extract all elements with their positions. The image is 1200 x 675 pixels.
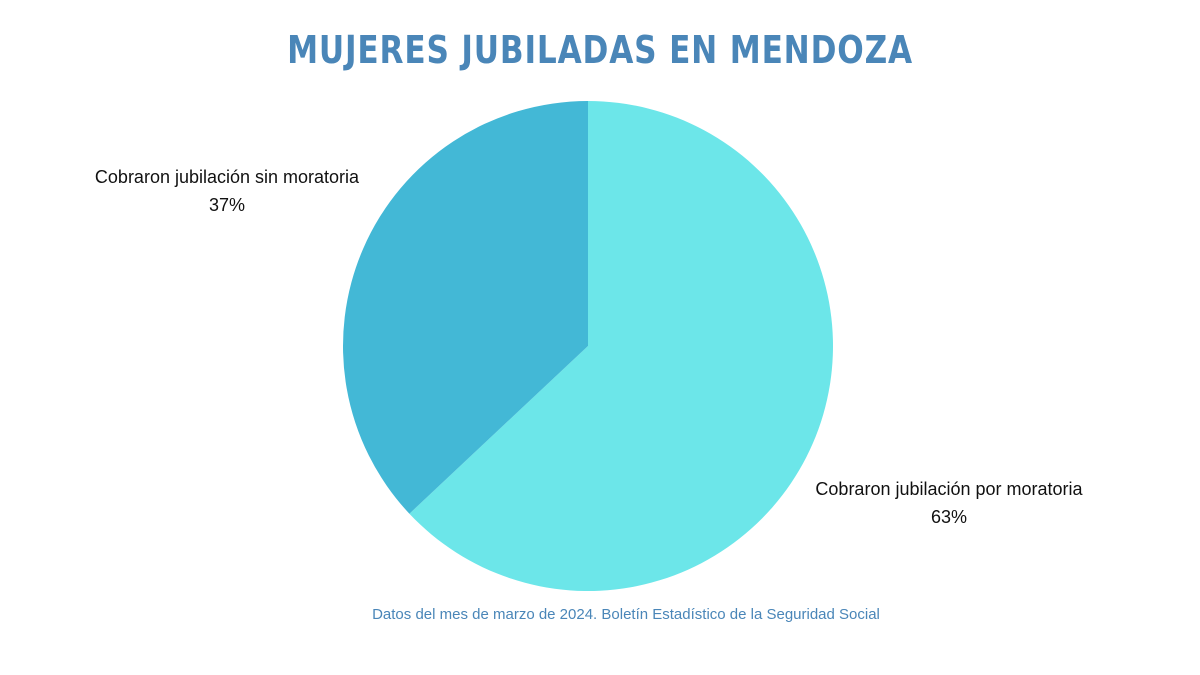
chart-title: MUJERES JUBILADAS EN MENDOZA [287, 28, 913, 72]
pie-slices [342, 100, 833, 591]
slice-label-sin-moratoria: Cobraron jubilación sin moratoria 37% [77, 163, 377, 219]
source-note: Datos del mes de marzo de 2024. Boletín … [372, 606, 880, 623]
pie-slice-sin-moratoria [342, 100, 588, 514]
slice-label-sin-moratoria-text: Cobraron jubilación sin moratoria [94, 167, 360, 187]
slice-label-por-moratoria-value: 63% [930, 507, 968, 527]
pie-slice-por-moratoria [409, 101, 833, 591]
slice-label-sin-moratoria-value: 37% [208, 195, 246, 215]
slice-label-por-moratoria: Cobraron jubilación por moratoria 63% [799, 475, 1099, 531]
slice-label-por-moratoria-text: Cobraron jubilación por moratoria [815, 479, 1083, 499]
